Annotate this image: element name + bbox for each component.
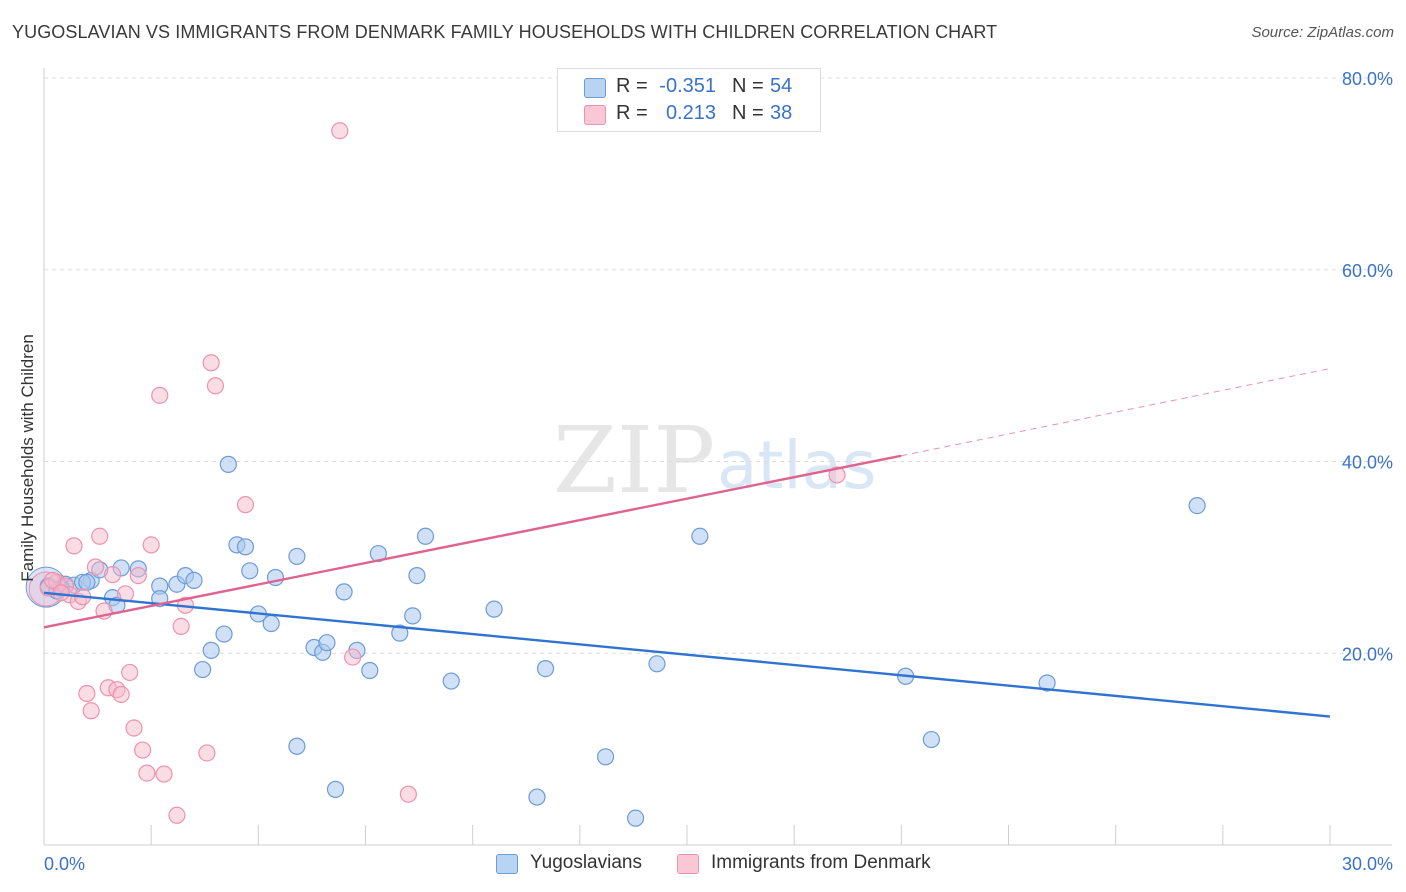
point-yugoslavians <box>922 730 940 749</box>
legend-n-label: N = <box>732 75 764 97</box>
y-axis-label: Family Households with Children <box>18 334 37 582</box>
legend-r-value: -0.351 <box>659 75 716 97</box>
point-yugoslavians <box>485 600 503 618</box>
point-denmark <box>202 354 220 372</box>
legend-n-value: 54 <box>770 75 793 97</box>
point-yugoslavians <box>335 583 353 601</box>
trendline-yugoslavians <box>43 591 1331 718</box>
point-denmark <box>155 765 173 783</box>
y-axis-label-container: Family Households with Children <box>8 0 48 892</box>
point-denmark <box>129 566 147 585</box>
trendline-denmark <box>43 454 902 629</box>
point-denmark <box>236 496 255 514</box>
legend-row-yugoslavians: R = -0.351 N = 54 <box>558 75 820 101</box>
y-tick-label: 20.0% <box>1342 644 1393 664</box>
point-denmark <box>331 122 349 140</box>
point-denmark <box>78 684 96 703</box>
point-yugoslavians <box>185 571 203 589</box>
point-denmark <box>151 386 169 404</box>
point-denmark <box>168 806 186 824</box>
legend-n-value: 38 <box>770 102 793 124</box>
point-yugoslavians <box>194 660 212 679</box>
point-denmark <box>121 663 139 682</box>
point-yugoslavians <box>361 661 379 680</box>
pink-swatch-icon <box>677 854 699 874</box>
point-denmark <box>399 785 417 803</box>
point-yugoslavians <box>241 562 259 580</box>
legend-label-denmark: Immigrants from Denmark <box>711 852 931 873</box>
legend-r-label: R = <box>616 102 648 124</box>
point-denmark <box>112 685 130 704</box>
legend-label-yugoslavians: Yugoslavians <box>530 852 642 873</box>
point-denmark <box>142 536 160 554</box>
blue-swatch-icon <box>584 78 606 98</box>
point-yugoslavians <box>262 614 280 633</box>
point-yugoslavians <box>416 527 435 545</box>
blue-swatch-icon <box>496 854 518 874</box>
legend-r-label: R = <box>616 75 648 97</box>
y-tick-label: 80.0% <box>1342 69 1393 89</box>
trendline-denmark <box>901 368 1331 457</box>
point-denmark <box>206 377 225 395</box>
legend-row-denmark: R = 0.213 N = 38 <box>558 102 820 128</box>
point-denmark <box>138 764 156 782</box>
point-denmark <box>133 741 152 759</box>
chart-title: YUGOSLAVIAN VS IMMIGRANTS FROM DENMARK F… <box>12 22 998 42</box>
point-yugoslavians <box>1188 497 1206 515</box>
point-yugoslavians <box>215 625 233 643</box>
point-yugoslavians <box>318 634 336 652</box>
point-denmark <box>828 466 846 484</box>
point-yugoslavians <box>536 659 555 678</box>
watermark-zip: ZIP <box>553 407 715 514</box>
point-yugoslavians <box>408 566 426 585</box>
point-denmark <box>172 617 190 636</box>
point-yugoslavians <box>78 573 96 591</box>
point-yugoslavians <box>288 547 306 566</box>
point-denmark <box>43 571 62 589</box>
pink-swatch-icon <box>584 105 606 125</box>
y-tick-label: 60.0% <box>1342 261 1393 281</box>
point-denmark <box>65 537 83 555</box>
point-yugoslavians <box>326 780 345 798</box>
point-denmark <box>103 566 122 584</box>
point-denmark <box>125 719 143 737</box>
x-tick-label: 30.0% <box>1342 854 1393 874</box>
point-yugoslavians <box>219 455 237 473</box>
point-denmark <box>82 702 100 720</box>
point-yugoslavians <box>1038 674 1056 692</box>
point-yugoslavians <box>404 607 422 625</box>
legend-r-value: 0.213 <box>665 102 716 124</box>
point-yugoslavians <box>528 788 546 806</box>
point-yugoslavians <box>648 655 666 673</box>
correlation-legend: R = -0.351 N = 54 R = 0.213 N = 38 <box>557 68 821 132</box>
x-tick-label: 0.0% <box>44 854 85 874</box>
point-yugoslavians <box>691 527 709 545</box>
point-yugoslavians <box>202 641 220 659</box>
point-yugoslavians <box>626 809 645 827</box>
point-denmark <box>198 744 216 762</box>
point-denmark <box>91 527 109 545</box>
point-denmark <box>344 648 362 666</box>
point-yugoslavians <box>236 538 255 556</box>
point-yugoslavians <box>391 624 409 642</box>
point-yugoslavians <box>288 737 306 755</box>
point-denmark <box>86 558 105 576</box>
y-tick-label: 40.0% <box>1342 453 1393 473</box>
point-yugoslavians <box>442 672 460 690</box>
point-yugoslavians <box>596 748 615 766</box>
source-label: Source: ZipAtlas.com <box>1251 24 1394 41</box>
legend-n-label: N = <box>732 102 764 124</box>
